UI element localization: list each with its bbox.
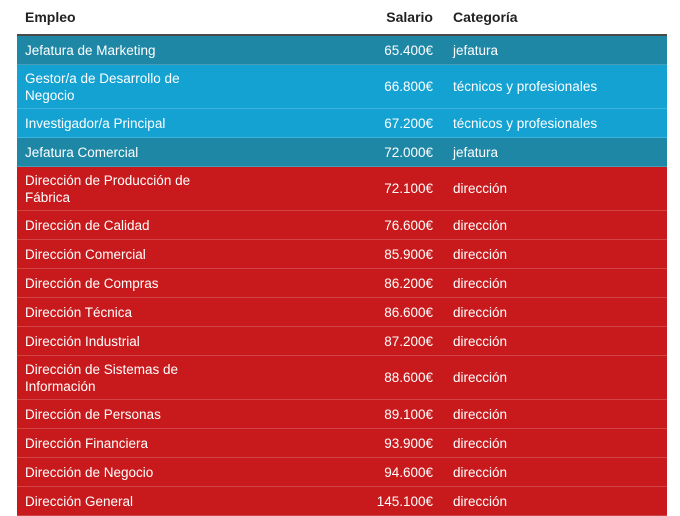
cell-salario: 76.600€ (249, 210, 445, 240)
table-header: Empleo Salario Categoría (17, 0, 667, 36)
cell-empleo: Dirección Comercial (17, 239, 249, 269)
cell-salario: 86.600€ (249, 297, 445, 327)
cell-empleo: Dirección de Negocio (17, 457, 249, 487)
table-row: Dirección Técnica 86.600€ dirección (17, 297, 667, 327)
cell-salario: 145.100€ (249, 486, 445, 516)
header-empleo: Empleo (17, 0, 249, 36)
cell-categoria: dirección (445, 268, 667, 298)
table-row: Dirección de Negocio 94.600€ dirección (17, 457, 667, 487)
cell-salario: 89.100€ (249, 399, 445, 429)
cell-salario: 94.600€ (249, 457, 445, 487)
cell-empleo: Dirección de Calidad (17, 210, 249, 240)
cell-salario: 72.100€ (249, 166, 445, 211)
cell-empleo: Investigador/a Principal (17, 108, 249, 138)
cell-salario: 67.200€ (249, 108, 445, 138)
cell-salario: 87.200€ (249, 326, 445, 356)
table-row: Dirección de Producción de Fábrica 72.100… (17, 166, 667, 211)
cell-categoria: técnicos y profesionales (445, 108, 667, 138)
cell-categoria: dirección (445, 297, 667, 327)
cell-salario: 88.600€ (249, 355, 445, 400)
cell-categoria: dirección (445, 355, 667, 400)
cell-empleo: Dirección Financiera (17, 428, 249, 458)
cell-salario: 85.900€ (249, 239, 445, 269)
cell-empleo: Dirección de Personas (17, 399, 249, 429)
table-row: Jefatura Comercial 72.000€ jefatura (17, 137, 667, 167)
cell-categoria: dirección (445, 457, 667, 487)
table-row: Investigador/a Principal 67.200€ técnicos … (17, 108, 667, 138)
table-row: Dirección de Personas 89.100€ dirección (17, 399, 667, 429)
cell-empleo: Dirección Industrial (17, 326, 249, 356)
cell-salario: 66.800€ (249, 64, 445, 109)
table-row: Dirección de Sistemas de Información 88.6… (17, 355, 667, 400)
cell-empleo: Dirección de Sistemas de Información (17, 355, 249, 400)
salary-table: Empleo Salario Categoría Jefatura de Mar… (17, 0, 667, 516)
salary-table-container: Empleo Salario Categoría Jefatura de Mar… (17, 0, 667, 516)
table-row: Dirección General 145.100€ dirección (17, 486, 667, 516)
header-salario: Salario (249, 0, 445, 36)
cell-categoria: dirección (445, 428, 667, 458)
table-row: Dirección Financiera 93.900€ dirección (17, 428, 667, 458)
cell-categoria: dirección (445, 239, 667, 269)
cell-categoria: dirección (445, 399, 667, 429)
cell-categoria: jefatura (445, 35, 667, 65)
cell-empleo: Dirección de Compras (17, 268, 249, 298)
table-row: Dirección Comercial 85.900€ dirección (17, 239, 667, 269)
cell-categoria: técnicos y profesionales (445, 64, 667, 109)
cell-categoria: dirección (445, 326, 667, 356)
cell-salario: 86.200€ (249, 268, 445, 298)
cell-salario: 72.000€ (249, 137, 445, 167)
table-row: Dirección de Compras 86.200€ dirección (17, 268, 667, 298)
cell-categoria: dirección (445, 210, 667, 240)
cell-empleo: Jefatura de Marketing (17, 35, 249, 65)
table-body: Jefatura de Marketing 65.400€ jefatura Gest… (17, 35, 667, 516)
table-row: Dirección de Calidad 76.600€ dirección (17, 210, 667, 240)
cell-empleo: Gestor/a de Desarrollo de Negocio (17, 64, 249, 109)
header-categoria: Categoría (445, 0, 667, 36)
cell-categoria: dirección (445, 486, 667, 516)
cell-categoria: dirección (445, 166, 667, 211)
table-row: Dirección Industrial 87.200€ dirección (17, 326, 667, 356)
cell-empleo: Dirección Técnica (17, 297, 249, 327)
cell-salario: 65.400€ (249, 35, 445, 65)
cell-salario: 93.900€ (249, 428, 445, 458)
cell-empleo: Dirección General (17, 486, 249, 516)
cell-empleo: Jefatura Comercial (17, 137, 249, 167)
table-row: Jefatura de Marketing 65.400€ jefatura (17, 35, 667, 65)
table-row: Gestor/a de Desarrollo de Negocio 66.800€… (17, 64, 667, 109)
header-row: Empleo Salario Categoría (17, 0, 667, 36)
cell-categoria: jefatura (445, 137, 667, 167)
cell-empleo: Dirección de Producción de Fábrica (17, 166, 249, 211)
